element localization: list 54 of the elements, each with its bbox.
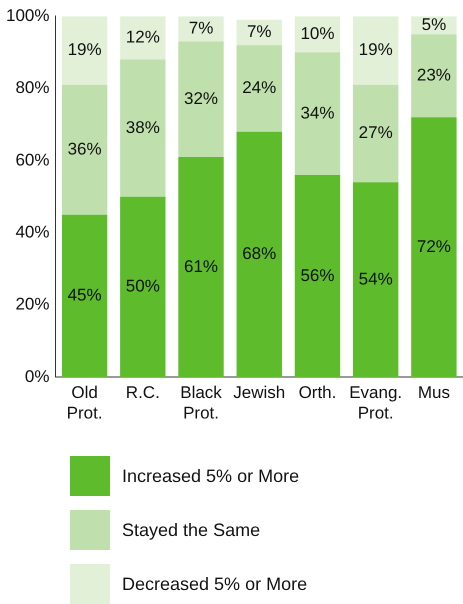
bar (120, 60, 166, 197)
data-label: 34% (300, 103, 334, 122)
data-label: 50% (126, 276, 160, 296)
data-label: 54% (358, 269, 393, 288)
x-tick-label: Evang. Prot. (349, 383, 402, 422)
bar (352, 182, 398, 378)
data-label: 61% (184, 256, 218, 276)
data-label: 27% (358, 123, 393, 142)
bar (62, 16, 108, 85)
bar (352, 16, 398, 85)
bar (120, 16, 166, 60)
bar (62, 84, 108, 215)
data-label: 72% (416, 236, 451, 256)
x-tick-label: R.C. (126, 383, 160, 402)
bar (120, 196, 166, 378)
bar (236, 45, 282, 132)
legend-label: Increased 5% or More (122, 466, 300, 486)
data-label: 45% (68, 286, 102, 305)
data-label: 7% (188, 18, 214, 38)
bar (62, 214, 108, 378)
y-tick-label: 0% (24, 366, 50, 386)
data-label: 32% (184, 88, 218, 108)
x-tick-label: Mus (418, 383, 450, 402)
data-label: 36% (68, 139, 102, 158)
x-tick-label: Orth. (298, 383, 336, 402)
legend-label: Stayed the Same (122, 520, 260, 540)
legend-label: Decreased 5% or More (122, 574, 308, 594)
data-label: 56% (300, 266, 334, 285)
x-tick-label: Old Prot. (66, 383, 103, 422)
bar (294, 175, 340, 378)
bar (178, 156, 224, 378)
data-label: 38% (126, 118, 160, 137)
bar (294, 52, 340, 176)
data-label: 23% (416, 65, 451, 84)
data-label: 19% (358, 40, 393, 60)
bar (352, 84, 398, 182)
data-label: 12% (126, 28, 160, 47)
bar (411, 34, 457, 118)
y-tick-label: 40% (15, 222, 50, 242)
bar (411, 117, 457, 378)
y-tick-label: 20% (15, 294, 50, 314)
x-tick-label: Jewish (233, 383, 286, 402)
bar (236, 132, 282, 378)
bar (178, 41, 224, 157)
data-label: 10% (300, 24, 334, 43)
x-tick-label: Black Prot. (180, 383, 222, 422)
data-label: 68% (242, 244, 276, 264)
data-label: 19% (68, 40, 102, 60)
data-label: 7% (246, 22, 272, 42)
y-tick-label: 80% (15, 78, 50, 98)
y-tick-label: 60% (15, 150, 50, 170)
data-label: 24% (242, 78, 276, 98)
y-tick-label: 100% (6, 6, 50, 25)
data-label: 5% (422, 14, 446, 34)
